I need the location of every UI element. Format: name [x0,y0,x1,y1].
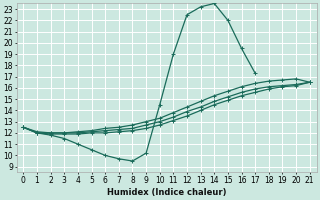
X-axis label: Humidex (Indice chaleur): Humidex (Indice chaleur) [107,188,226,197]
